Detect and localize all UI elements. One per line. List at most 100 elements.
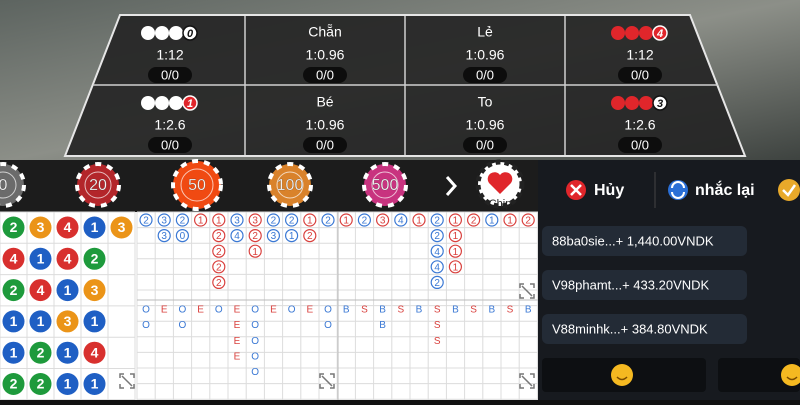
road-ring [448, 229, 462, 243]
cancel-button[interactable]: Hủy [566, 180, 624, 200]
dice-dot [169, 96, 183, 110]
expand-icon[interactable] [519, 373, 535, 389]
road-ring [194, 213, 208, 227]
road-letter: B [379, 305, 386, 316]
bead [56, 216, 79, 239]
confirm-check [782, 184, 797, 197]
repeat-label: nhắc lại [695, 180, 755, 199]
road-number: 4 [398, 216, 404, 227]
bead-number: 4 [64, 219, 72, 235]
road-number: 2 [180, 216, 186, 227]
emoji-button[interactable] [718, 358, 800, 392]
road-ring [266, 213, 280, 227]
road-ring [430, 275, 444, 289]
emoji-smile [616, 376, 628, 381]
road-letter: B [343, 305, 350, 316]
road-letter: E [306, 305, 313, 316]
expand-icon[interactable] [319, 373, 335, 389]
stake-pill [618, 67, 662, 83]
cancel-label: Hủy [594, 182, 624, 199]
road-ring [212, 213, 226, 227]
road-ring [212, 260, 226, 274]
road-ring [157, 229, 171, 243]
road-ring [448, 213, 462, 227]
dice-dot [169, 26, 183, 40]
bead [83, 341, 106, 364]
dice-badge [182, 95, 198, 111]
badge-number: 3 [657, 98, 663, 110]
bead [56, 247, 79, 270]
content: 01:120/0Chẵn1:0.960/0Lẻ1:0.960/041:120/0… [0, 24, 800, 401]
chip[interactable]: 500 [362, 162, 408, 208]
road-number: 1 [307, 216, 313, 227]
road-ring [230, 229, 244, 243]
win-message: V88minhk...+ 384.80VNDK [552, 321, 708, 336]
chip[interactable]: 0 [0, 162, 26, 208]
bead-number: 1 [64, 376, 72, 392]
roadmap-grid [0, 211, 538, 401]
expand-icon[interactable] [519, 283, 535, 299]
road-number: 2 [216, 231, 222, 242]
repeat-button[interactable]: nhắc lại [668, 180, 755, 200]
bet-table-dividers [93, 16, 718, 155]
bet-cell[interactable]: 31:2.6 0/0 [611, 95, 668, 153]
custom-chip-button[interactable]: Chip [475, 159, 525, 210]
road-letter: O [324, 320, 332, 331]
bead-number: 3 [118, 219, 126, 235]
road-letter: S [397, 305, 404, 316]
road-letter: S [507, 305, 514, 316]
stake-pill [303, 67, 347, 83]
road-ring [394, 213, 408, 227]
road-number: 1 [216, 216, 222, 227]
road-letter: O [142, 320, 150, 331]
road-letter: E [270, 305, 277, 316]
bead-number: 2 [10, 376, 18, 392]
bet-cell[interactable]: Lẻ 1:0.96 0/0 [463, 24, 507, 83]
road-number: 3 [161, 216, 167, 227]
road-number: 4 [434, 247, 440, 258]
chip-button-label: Chip [489, 198, 512, 210]
bet-cell[interactable]: 0 1:12 0/0 [141, 25, 198, 83]
road-ring [376, 213, 390, 227]
bet-cell[interactable]: 11:2.6 0/0 [141, 95, 198, 153]
bead [83, 373, 106, 395]
chip-next-arrow[interactable] [445, 176, 458, 196]
bet-cell[interactable]: Chẵn 1:0.96 0/0 [303, 24, 347, 83]
chip-inner [180, 168, 214, 202]
road-letter: S [434, 305, 441, 316]
expand-icon[interactable] [119, 373, 135, 389]
road-ring [175, 229, 189, 243]
bead [56, 310, 79, 333]
chip[interactable]: 100 [267, 162, 313, 208]
bead [2, 279, 25, 302]
road-number: 2 [143, 216, 149, 227]
chip[interactable]: 50 [171, 159, 223, 211]
road-number: 1 [453, 247, 459, 258]
bet-cell[interactable]: To 1:0.96 0/0 [463, 94, 507, 153]
bead [56, 279, 79, 302]
bet-label: Lẻ [477, 24, 493, 40]
stake: 0/0 [161, 137, 179, 152]
road-ring [430, 260, 444, 274]
confirm-button[interactable] [778, 179, 800, 201]
stake-pill [148, 67, 192, 83]
road-ring [412, 213, 426, 227]
chip[interactable]: 20 [75, 162, 121, 208]
win-message: V98phamt...+ 433.20VNDK [552, 277, 710, 292]
road-ring [212, 275, 226, 289]
road-ring [503, 213, 517, 227]
road-ring [339, 213, 353, 227]
bet-cell[interactable]: 41:12 0/0 [611, 25, 668, 83]
odds: 1:0.96 [306, 117, 345, 133]
bead-number: 2 [10, 282, 18, 298]
bet-cell[interactable]: Bé 1:0.96 0/0 [303, 94, 347, 153]
dice-badge [182, 25, 198, 41]
bead [29, 247, 52, 270]
stake: 0/0 [476, 137, 494, 152]
bead-number: 4 [64, 251, 72, 267]
chip-inner [276, 171, 304, 199]
road-number: 2 [525, 216, 531, 227]
road-letter: O [251, 367, 259, 378]
